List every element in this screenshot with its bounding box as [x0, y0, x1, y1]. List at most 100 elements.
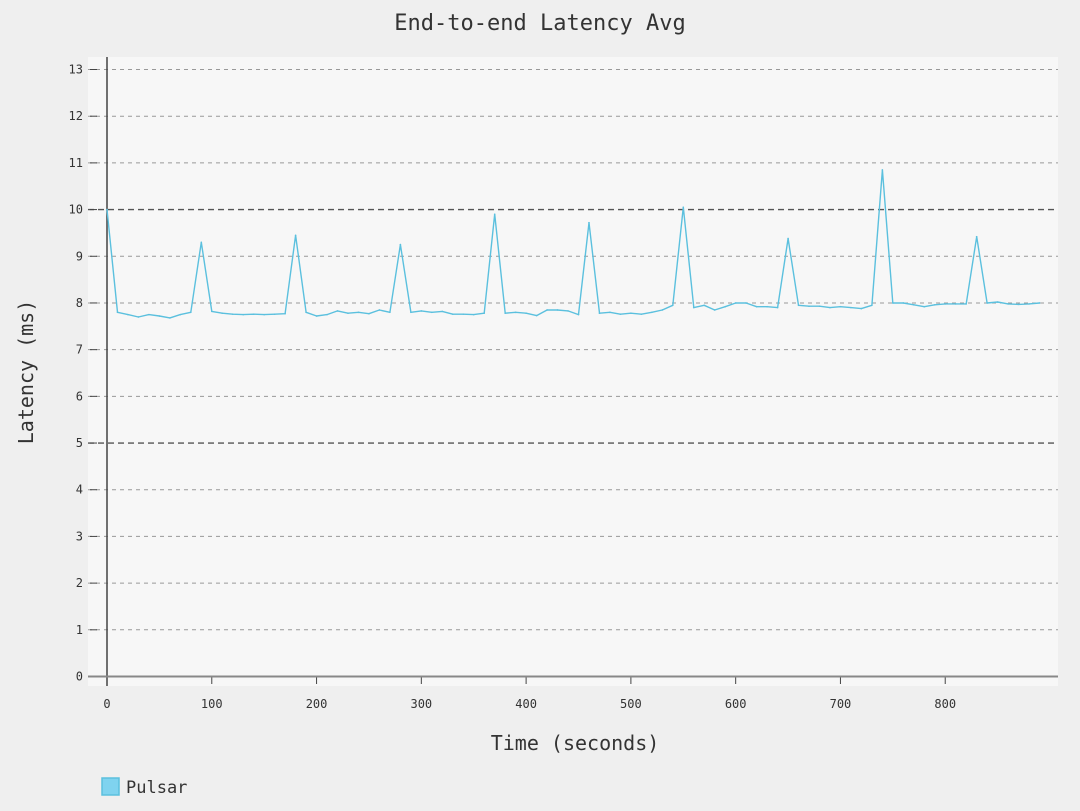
data-point — [965, 303, 967, 305]
data-point — [1007, 303, 1009, 305]
y-tick-label: 13 — [69, 63, 83, 77]
x-tick-label: 500 — [620, 697, 642, 711]
data-point — [860, 307, 863, 310]
data-point — [284, 312, 286, 315]
x-tick-label: 100 — [201, 697, 223, 711]
y-tick-label: 6 — [76, 389, 83, 403]
y-tick-label: 10 — [69, 203, 83, 217]
data-point — [651, 311, 653, 314]
series-group — [106, 169, 1041, 319]
data-point — [158, 315, 161, 317]
x-tick-label: 200 — [306, 697, 328, 711]
y-axis-title: Latency (ms) — [14, 300, 38, 445]
data-point — [640, 313, 643, 315]
data-point — [881, 169, 884, 171]
data-point — [200, 241, 203, 244]
x-tick-label: 0 — [103, 697, 110, 711]
data-point — [347, 312, 349, 315]
data-point — [944, 303, 947, 305]
data-point — [703, 304, 706, 307]
x-tick-label: 700 — [830, 697, 852, 711]
legend-label-pulsar: Pulsar — [126, 778, 187, 798]
data-point — [724, 305, 726, 308]
y-tick-label: 3 — [76, 529, 83, 543]
data-point — [179, 313, 182, 316]
data-point — [441, 310, 444, 313]
series-points — [106, 169, 1041, 319]
data-point — [734, 302, 737, 304]
data-point — [839, 305, 842, 308]
data-point — [190, 311, 192, 314]
data-point — [567, 310, 569, 312]
x-axis-ticks: 0 100 200 300 400 500 600 700 800 — [103, 677, 956, 711]
data-point — [106, 208, 108, 211]
data-point — [514, 311, 517, 314]
data-point — [912, 304, 915, 306]
x-tick-label: 800 — [934, 697, 956, 711]
data-point — [892, 302, 894, 304]
data-point — [755, 305, 758, 308]
data-point — [933, 304, 936, 306]
data-point — [472, 313, 475, 316]
data-point — [682, 206, 685, 209]
x-tick-label: 600 — [725, 697, 747, 711]
data-point — [378, 309, 381, 311]
data-point — [116, 311, 119, 314]
y-tick-label: 11 — [69, 156, 83, 170]
data-point — [336, 310, 339, 312]
data-point — [630, 312, 632, 315]
data-point — [766, 305, 768, 308]
data-point — [808, 305, 810, 308]
data-point — [692, 306, 695, 309]
data-point — [127, 313, 129, 316]
data-point — [137, 316, 140, 318]
y-tick-label: 9 — [76, 249, 83, 263]
data-point — [672, 304, 674, 307]
data-point — [954, 303, 957, 305]
data-point — [745, 302, 747, 304]
data-point — [399, 243, 402, 246]
y-tick-label: 0 — [76, 670, 83, 684]
data-point — [483, 312, 486, 315]
data-point — [598, 312, 601, 315]
data-point — [420, 310, 423, 312]
data-point — [431, 311, 433, 314]
data-point — [169, 317, 171, 319]
x-tick-label: 300 — [410, 697, 432, 711]
data-point — [210, 310, 213, 313]
data-point — [326, 313, 328, 316]
data-point — [850, 306, 852, 309]
data-point — [504, 312, 506, 315]
data-point — [493, 213, 496, 216]
data-point — [231, 313, 234, 315]
data-point — [986, 302, 988, 304]
data-point — [252, 313, 255, 315]
data-point — [797, 304, 800, 307]
legend-swatch — [101, 777, 120, 796]
data-point — [535, 314, 538, 317]
data-point — [410, 311, 412, 314]
data-point — [975, 235, 978, 238]
data-point — [923, 305, 926, 308]
data-point — [221, 312, 224, 315]
data-point — [294, 234, 297, 237]
data-point — [577, 313, 580, 316]
y-tick-label: 8 — [76, 296, 83, 310]
data-point — [148, 313, 150, 316]
data-point — [1017, 303, 1020, 306]
data-point — [619, 313, 622, 315]
data-point — [242, 313, 245, 316]
data-point — [546, 309, 548, 311]
series-line-pulsar — [106, 169, 1040, 319]
data-point — [829, 306, 831, 309]
y-tick-label: 5 — [76, 436, 83, 450]
data-point — [357, 311, 360, 314]
chart-title: End-to-end Latency Avg — [394, 11, 685, 36]
y-tick-label: 4 — [76, 483, 83, 497]
data-point — [368, 312, 370, 315]
x-tick-label: 400 — [515, 697, 537, 711]
data-point — [305, 311, 307, 314]
data-point — [273, 313, 276, 315]
